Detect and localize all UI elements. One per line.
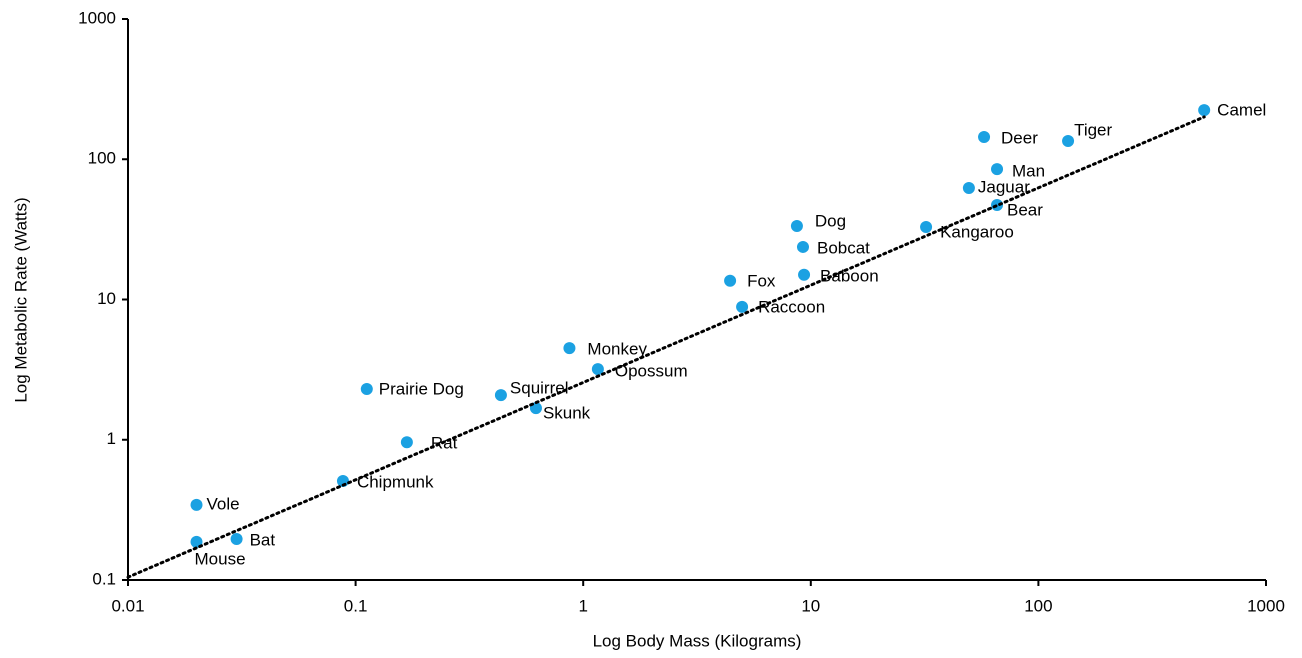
point — [790, 220, 803, 233]
y-tick-label: 10 — [97, 289, 116, 308]
point — [591, 363, 604, 376]
y-axis-title: Log Metabolic Rate (Watts) — [11, 197, 30, 402]
point — [978, 131, 991, 144]
point-label: Opossum — [615, 362, 688, 381]
x-tick-label: 0.1 — [344, 596, 368, 615]
y-tick-label: 1000 — [78, 8, 116, 27]
point — [796, 240, 809, 253]
point — [1198, 104, 1211, 117]
x-tick-label: 1 — [578, 596, 587, 615]
point-label: Chipmunk — [357, 472, 434, 491]
point — [190, 535, 203, 548]
x-tick-label: 1000 — [1247, 596, 1285, 615]
point-label: Vole — [207, 494, 240, 513]
point-label: Skunk — [543, 404, 591, 423]
point-label: Mouse — [195, 549, 246, 568]
point-label: Tiger — [1074, 120, 1112, 139]
point-label: Prairie Dog — [379, 380, 464, 399]
point-label: Kangaroo — [940, 222, 1014, 241]
point-label: Deer — [1001, 129, 1038, 148]
point-label: Man — [1012, 162, 1045, 181]
point-label: Bear — [1007, 200, 1043, 219]
x-tick-label: 0.01 — [111, 596, 144, 615]
point-label: Camel — [1217, 101, 1266, 120]
point — [190, 498, 203, 511]
point — [736, 300, 749, 313]
point-label: Baboon — [820, 266, 879, 285]
point — [798, 268, 811, 281]
point — [230, 533, 243, 546]
point-label: Jaguar — [978, 177, 1030, 196]
y-tick-label: 0.1 — [92, 569, 116, 588]
y-tick-label: 1 — [107, 429, 116, 448]
point — [563, 342, 576, 355]
point-label: Fox — [747, 271, 776, 290]
point — [724, 274, 737, 287]
point-label: Squirrel — [510, 379, 569, 398]
point — [400, 436, 413, 449]
point-label: Bobcat — [817, 238, 870, 257]
x-tick-label: 10 — [801, 596, 820, 615]
trendline — [126, 115, 1206, 579]
point-label: Raccoon — [758, 297, 825, 316]
point-label: Monkey — [587, 340, 647, 359]
point — [920, 220, 933, 233]
point-label: Bat — [250, 530, 276, 549]
point-label: Dog — [815, 212, 846, 231]
point — [494, 389, 507, 402]
point — [360, 383, 373, 396]
point — [1062, 134, 1075, 147]
x-tick-label: 100 — [1024, 596, 1052, 615]
x-axis-title: Log Body Mass (Kilograms) — [593, 631, 802, 650]
point — [962, 181, 975, 194]
point — [991, 163, 1004, 176]
y-tick-label: 100 — [88, 149, 116, 168]
